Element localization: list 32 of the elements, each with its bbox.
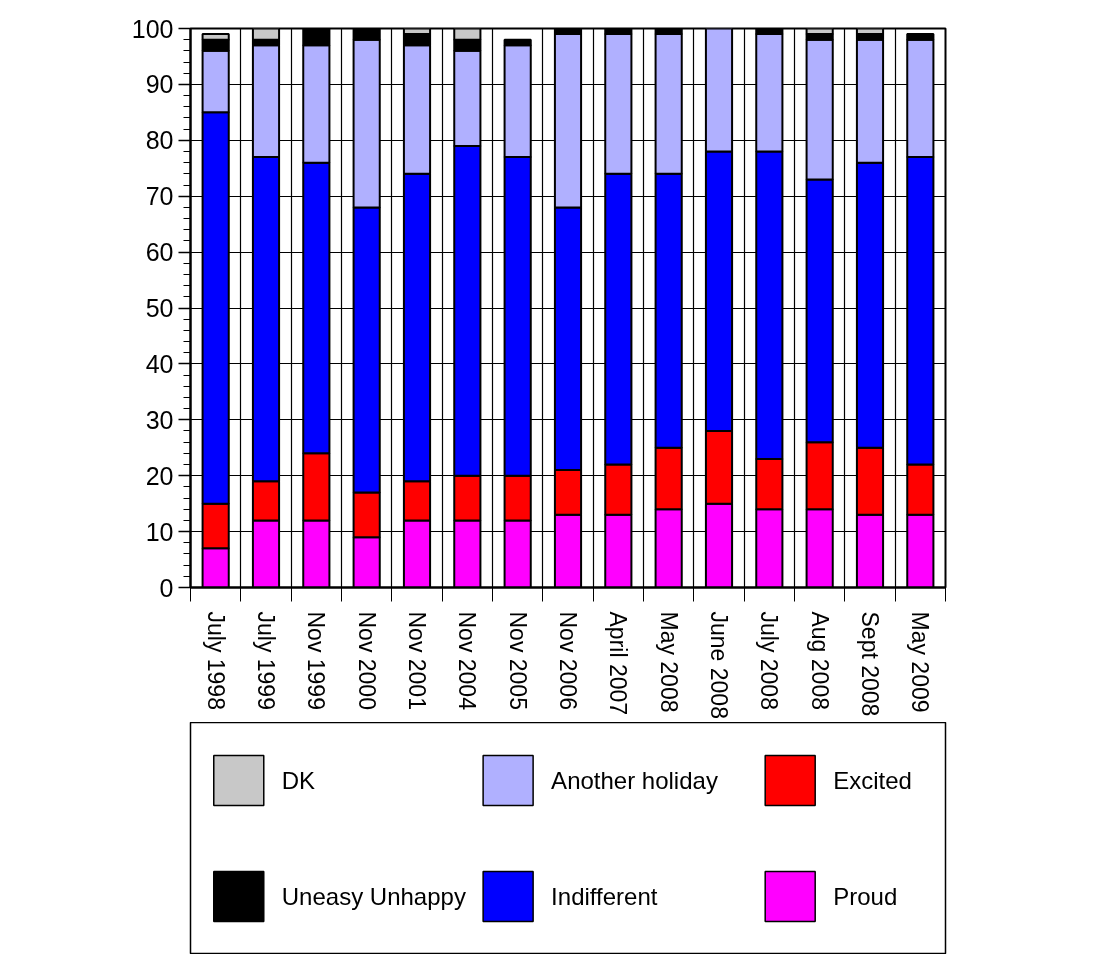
x-tick-label: Nov 2005 bbox=[504, 611, 531, 710]
x-tick-label: July 1999 bbox=[253, 611, 279, 710]
x-tick-label: May 2009 bbox=[907, 611, 934, 713]
legend-label: Excited bbox=[833, 767, 912, 794]
y-tick-label: 50 bbox=[145, 294, 174, 322]
x-tick-label: Nov 2000 bbox=[353, 611, 380, 710]
y-tick-label: 0 bbox=[159, 573, 174, 602]
y-tick-label: 20 bbox=[145, 461, 174, 490]
x-tick-label: July 2008 bbox=[756, 611, 783, 710]
y-tick-label: 80 bbox=[145, 126, 174, 155]
y-tick-label: 30 bbox=[145, 405, 174, 434]
x-tick-label: July 1998 bbox=[202, 611, 229, 710]
x-tick-label: Aug 2008 bbox=[806, 611, 833, 710]
y-tick-label: 100 bbox=[131, 14, 174, 43]
x-tick-label: Sept 2008 bbox=[857, 611, 883, 717]
x-tick-label: Nov 2004 bbox=[454, 611, 481, 711]
y-tick-label: 70 bbox=[145, 182, 174, 211]
x-tick-label: April 2007 bbox=[605, 611, 632, 716]
y-tick-label: 90 bbox=[145, 70, 174, 99]
x-tick-label: Nov 2006 bbox=[555, 611, 581, 710]
legend-label: Proud bbox=[833, 883, 898, 910]
y-tick-label: 10 bbox=[145, 517, 174, 546]
x-tick-label: Nov 2001 bbox=[404, 611, 430, 710]
legend-label: Indifferent bbox=[551, 883, 658, 910]
legend-label: Uneasy Unhappy bbox=[281, 883, 466, 910]
legend-label: Another holiday bbox=[551, 767, 718, 794]
x-tick-label: June 2008 bbox=[706, 611, 732, 719]
x-tick-label: Nov 1999 bbox=[303, 611, 330, 710]
x-tick-label: May 2008 bbox=[655, 611, 682, 713]
y-tick-label: 60 bbox=[145, 238, 174, 267]
y-tick-label: 40 bbox=[145, 349, 174, 378]
legend-label: DK bbox=[281, 767, 316, 794]
